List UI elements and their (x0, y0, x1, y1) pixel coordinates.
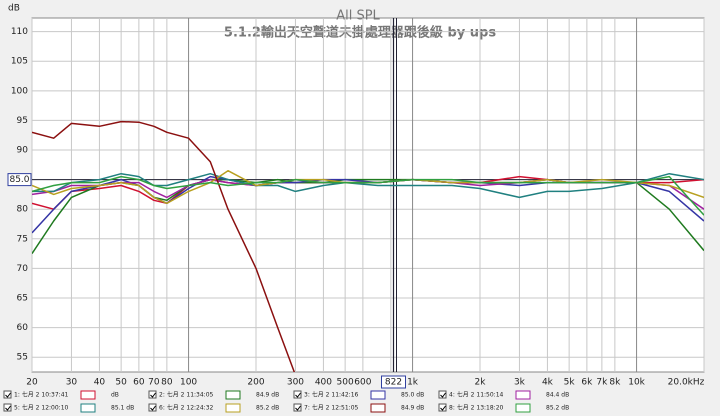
x-tick-label: 20.0kHz (668, 378, 705, 388)
legend-entry: 1: 七月 2 10:37:41 (14, 391, 69, 399)
legend-icon (515, 390, 531, 400)
legend-checkbox (148, 403, 157, 412)
legend-check (295, 392, 301, 398)
x-tick-label: 500 (337, 378, 354, 388)
legend-value: 85.1 dB (111, 405, 134, 412)
x-tick-label: 300 (287, 378, 304, 388)
y-tick-label: 95 (17, 116, 28, 126)
x-tick-label: 7k (596, 378, 608, 388)
x-tick-label: 8k (609, 378, 621, 388)
cursor-y-box (7, 173, 32, 187)
x-tick-label: 100 (180, 378, 197, 388)
y-tick-label: 110 (11, 27, 28, 37)
legend-entry: 6: 七月 2 12:24:32 (159, 404, 214, 412)
x-tick-label: 400 (315, 378, 332, 388)
x-tick-label: 5k (564, 378, 576, 388)
legend-checkbox (438, 390, 447, 399)
legend-icon (515, 403, 531, 413)
legend-checkbox (293, 390, 302, 399)
legend-value: dB (111, 392, 119, 399)
y-tick-label: 75 (17, 234, 28, 244)
cursor-y-label: 85.0 (9, 175, 29, 185)
legend-checkbox (3, 390, 12, 399)
series-line (32, 172, 704, 199)
legend-entry: 2: 七月 2 11:34:05 (159, 391, 214, 399)
y-tick-label: 60 (17, 323, 29, 333)
series-line (32, 175, 704, 216)
legend-check (440, 405, 446, 411)
legend-check (5, 405, 11, 411)
legend-icon (80, 390, 96, 400)
y-tick-label: 80 (17, 205, 29, 215)
legend-icon (225, 390, 241, 400)
grid (31, 18, 705, 372)
legend-checkbox (293, 403, 302, 412)
chart-subtitle: 5.1.2輸出天空聲道未掛處理器跟後級 by ups (224, 25, 496, 41)
x-tick-label: 4k (542, 378, 554, 388)
y-axis-label: dB (8, 4, 20, 14)
legend-entry: 7: 七月 2 12:51:05 (304, 404, 359, 412)
legend-checkbox (3, 403, 12, 412)
x-tick-label: 600 (354, 378, 371, 388)
legend-icon (370, 390, 386, 400)
y-tick-label: 90 (17, 146, 29, 156)
x-tick-label: 3k (514, 378, 526, 388)
x-tick-label: 80 (161, 378, 173, 388)
x-tick-label: 2k (475, 378, 487, 388)
x-tick-label: 20 (26, 378, 38, 388)
legend-check (295, 405, 301, 411)
cursor-x-box (381, 375, 407, 389)
x-tick-label: 60 (133, 378, 145, 388)
legend-checkbox (148, 390, 157, 399)
legend-icon (370, 403, 386, 413)
legend-check (150, 392, 156, 398)
legend-value: 85.0 dB (401, 392, 424, 399)
legend-entry: 3: 七月 2 11:42:16 (304, 391, 359, 399)
x-tick-label: 70 (148, 378, 160, 388)
x-tick-label: 40 (94, 378, 106, 388)
y-tick-label: 65 (17, 294, 28, 304)
y-tick-label: 70 (17, 264, 29, 274)
legend-check (150, 405, 156, 411)
legend-value: 84.9 dB (256, 392, 279, 399)
x-tick-label: 6k (581, 378, 593, 388)
lines (32, 120, 704, 372)
x-tick-label: 50 (115, 378, 127, 388)
legend: 1: 七月 2 10:37:41 dB 2: 七月 2 11:34:05 84.9 d… (3, 390, 569, 413)
legend-icon (80, 403, 96, 413)
legend-checkbox (438, 403, 447, 412)
legend-value: 85.2 dB (546, 405, 569, 412)
legend-entry: 4: 七月 2 11:50:14 (449, 391, 504, 399)
cursor-x-label: 822 (385, 378, 402, 388)
series-line (32, 120, 296, 372)
y-tick-label: 100 (11, 86, 28, 96)
legend-entry: 5: 七月 2 12:00:10 (14, 404, 69, 412)
legend-check (440, 392, 446, 398)
y-tick-label: 55 (17, 353, 28, 363)
legend-icon (225, 403, 241, 413)
legend-check (5, 392, 11, 398)
legend-entry: 8: 七月 2 13:18:20 (449, 404, 504, 412)
chart-title: All SPL (336, 9, 380, 24)
x-tick-label: 10k (628, 378, 645, 388)
x-tick-label: 30 (66, 378, 78, 388)
legend-value: 84.4 dB (546, 392, 569, 399)
legend-value: 84.9 dB (401, 405, 424, 412)
x-tick-label: 200 (247, 378, 264, 388)
legend-value: 85.2 dB (256, 405, 279, 412)
y-tick-label: 105 (11, 57, 28, 67)
plot-area (31, 17, 705, 373)
x-tick-label: 1k (407, 378, 419, 388)
